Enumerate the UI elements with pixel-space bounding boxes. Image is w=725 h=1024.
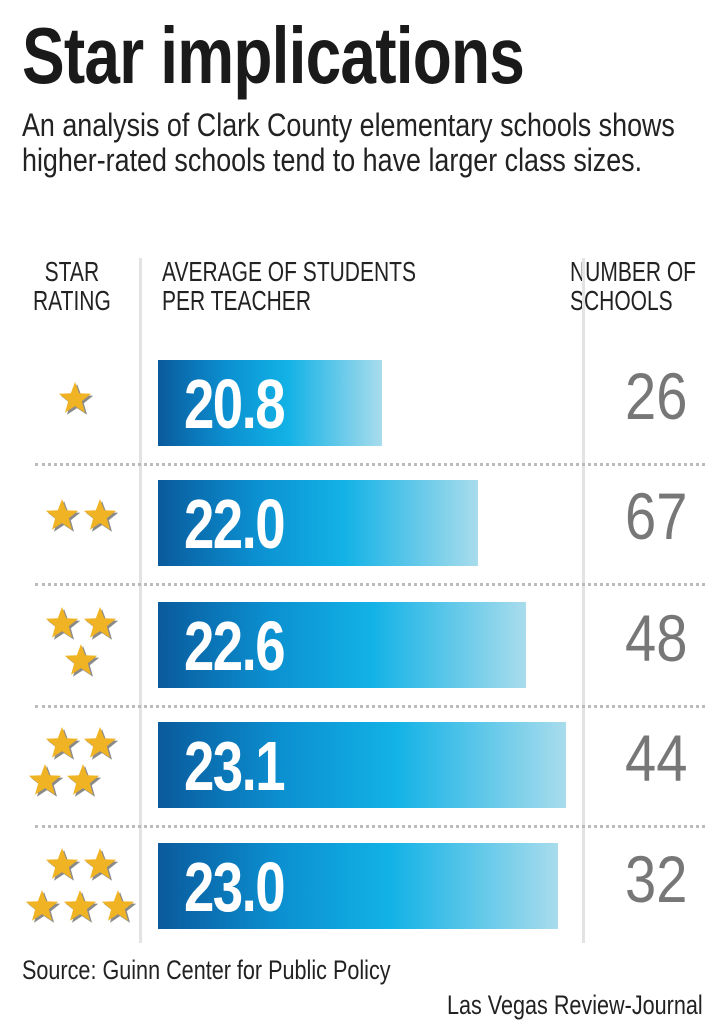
star-icon	[83, 727, 117, 758]
school-count: 32	[624, 842, 687, 916]
bar-value-label: 22.0	[184, 485, 286, 563]
star-icon	[63, 890, 97, 921]
header-average-line1: AVERAGE OF STUDENTS	[162, 256, 416, 287]
bar-3-star: 22.6	[158, 602, 526, 688]
credit-line: Las Vegas Review-Journal	[447, 990, 703, 1020]
header-count-line2: SCHOOLS	[570, 285, 673, 316]
column-divider-left	[139, 258, 142, 943]
header-average-line2: PER TEACHER	[162, 285, 311, 316]
chart-subtitle: An analysis of Clark County elementary s…	[22, 107, 675, 178]
school-count: 48	[624, 601, 687, 675]
row-separator	[35, 705, 705, 708]
star-rating-1	[58, 382, 94, 415]
star-icon	[25, 890, 59, 921]
star-icon	[83, 848, 117, 879]
star-icon	[45, 848, 79, 879]
star-icon	[64, 644, 98, 675]
school-count: 44	[624, 721, 687, 795]
star-icon	[45, 607, 79, 638]
bar-value-label: 23.1	[184, 727, 286, 805]
star-icon	[45, 727, 79, 758]
star-icon	[83, 499, 117, 530]
star-icon	[83, 607, 117, 638]
school-count: 26	[624, 359, 687, 433]
chart-title: Star implications	[22, 11, 525, 100]
bar-value-label: 22.6	[184, 607, 286, 685]
star-icon	[101, 890, 135, 921]
column-divider-right	[582, 258, 585, 943]
star-rating-2	[45, 499, 119, 532]
row-separator	[35, 583, 705, 586]
star-icon	[45, 499, 79, 530]
header-star-rating-line2: RATING	[33, 285, 111, 316]
bar-5-star: 23.0	[158, 843, 558, 929]
header-count-line1: NUMBER OF	[570, 256, 696, 287]
header-number-of-schools: NUMBER OF SCHOOLS	[570, 257, 696, 315]
header-star-rating-line1: STAR	[44, 256, 100, 287]
bar-value-label: 23.0	[184, 848, 286, 926]
bar-2-star: 22.0	[158, 480, 478, 566]
star-icon	[66, 764, 100, 795]
source-note: Source: Guinn Center for Public Policy	[22, 955, 391, 985]
school-count: 67	[624, 479, 687, 553]
star-rating-5	[25, 848, 137, 923]
header-star-rating: STAR RATING	[33, 257, 111, 315]
header-average: AVERAGE OF STUDENTS PER TEACHER	[162, 257, 416, 315]
bar-1-star: 20.8	[158, 360, 382, 446]
star-icon	[58, 382, 92, 413]
bar-4-star: 23.1	[158, 722, 566, 808]
star-icon	[28, 764, 62, 795]
star-rating-3	[45, 607, 119, 677]
bar-value-label: 20.8	[184, 365, 286, 443]
star-rating-4	[28, 727, 119, 797]
row-separator	[35, 825, 705, 828]
row-separator	[35, 463, 705, 466]
